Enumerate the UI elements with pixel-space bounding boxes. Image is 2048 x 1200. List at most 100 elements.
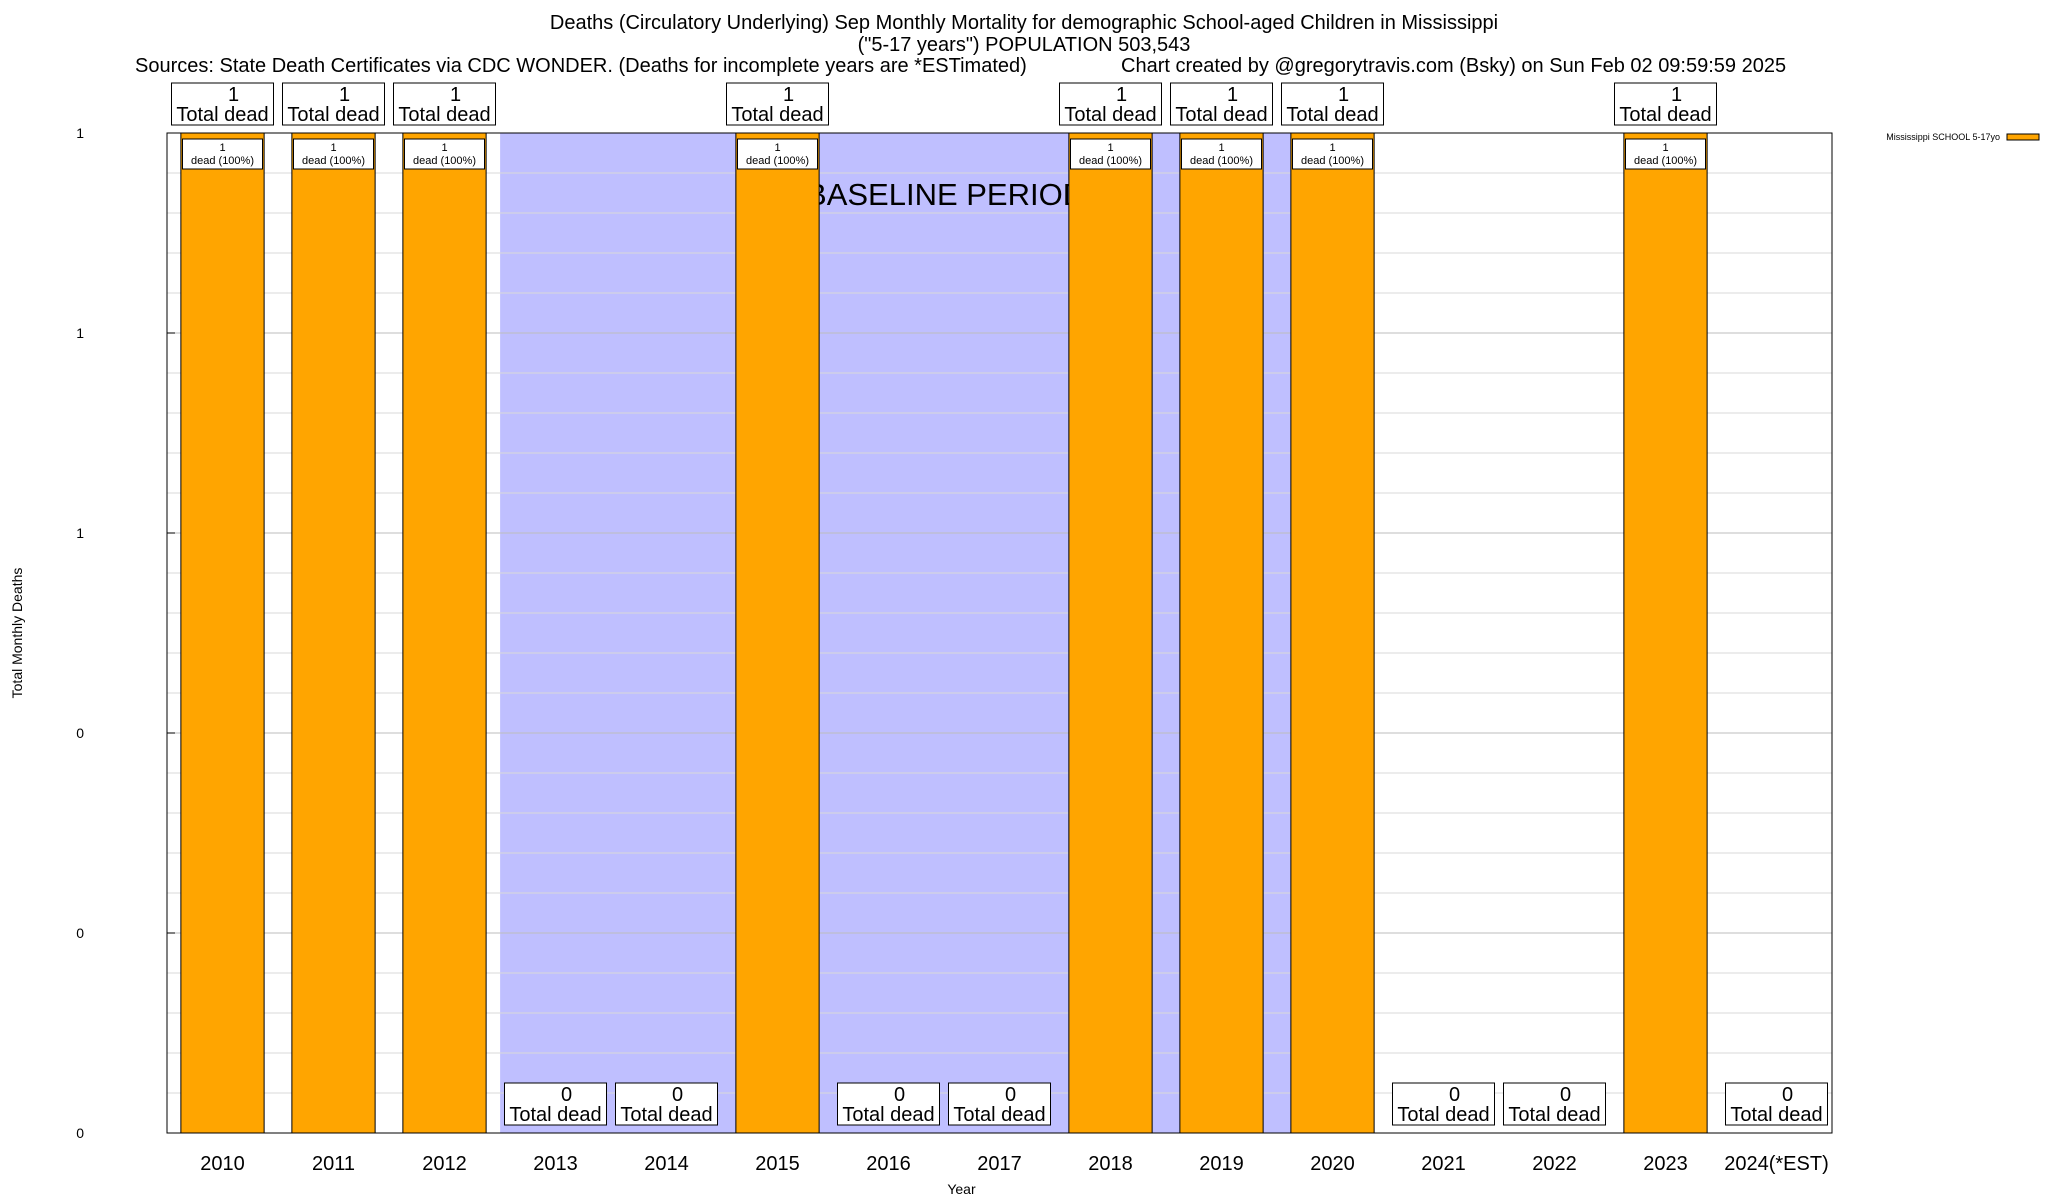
total-value: 1 — [450, 84, 461, 106]
x-tick-label: 2012 — [422, 1153, 467, 1175]
x-tick-label: 2018 — [1088, 1153, 1133, 1175]
bar-label-value: 1 — [330, 142, 336, 154]
chart-sources: Sources: State Death Certificates via CD… — [135, 55, 1027, 77]
x-tick-label: 2020 — [1310, 1153, 1355, 1175]
bar-label-box — [1181, 138, 1262, 170]
bar-label-text: dead (100%) — [746, 155, 809, 167]
total-text: Total dead — [509, 1104, 601, 1126]
total-value: 1 — [783, 84, 794, 106]
x-tick-label: 2024(*EST) — [1724, 1153, 1829, 1175]
baseline-period-shade — [500, 133, 1291, 1133]
total-text: Total dead — [731, 104, 823, 126]
bar-label-text: dead (100%) — [1301, 155, 1364, 167]
total-value: 0 — [672, 1084, 683, 1106]
total-text: Total dead — [287, 104, 379, 126]
y-tick-label: 0 — [76, 725, 84, 741]
total-box — [1170, 82, 1273, 126]
x-tick-label: 2023 — [1643, 1153, 1688, 1175]
bar-label-box — [182, 138, 263, 170]
total-text: Total dead — [1064, 104, 1156, 126]
bar-label-text: dead (100%) — [413, 155, 476, 167]
total-box — [1503, 1082, 1606, 1126]
total-box — [615, 1082, 718, 1126]
bar-label-box — [1070, 138, 1151, 170]
bar-label-box — [1625, 138, 1706, 170]
total-value: 1 — [1227, 84, 1238, 106]
bar-label-text: dead (100%) — [1079, 155, 1142, 167]
total-text: Total dead — [1508, 1104, 1600, 1126]
x-tick-label: 2013 — [533, 1153, 578, 1175]
bar-label-value: 1 — [219, 142, 225, 154]
x-tick-label: 2014 — [644, 1153, 689, 1175]
total-box — [282, 82, 385, 126]
bar-label-text: dead (100%) — [1190, 155, 1253, 167]
total-value: 0 — [894, 1084, 905, 1106]
x-axis-title: Year — [947, 1181, 976, 1197]
x-tick-label: 2015 — [755, 1153, 800, 1175]
total-box — [948, 1082, 1051, 1126]
bar-label-text: dead (100%) — [302, 155, 365, 167]
plot-border — [166, 132, 1833, 1134]
total-box — [1725, 1082, 1828, 1126]
total-value: 0 — [1560, 1084, 1571, 1106]
total-text: Total dead — [1730, 1104, 1822, 1126]
total-box — [1614, 82, 1717, 126]
bar-2012 — [402, 132, 487, 1134]
y-tick-label: 1 — [76, 125, 84, 141]
total-value: 0 — [1449, 1084, 1460, 1106]
bar-label-text: dead (100%) — [1634, 155, 1697, 167]
total-value: 1 — [1116, 84, 1127, 106]
total-text: Total dead — [398, 104, 490, 126]
total-text: Total dead — [1397, 1104, 1489, 1126]
chart-credit: Chart created by @gregorytravis.com (Bsk… — [1121, 55, 1787, 77]
total-value: 0 — [1782, 1084, 1793, 1106]
bar-label-value: 1 — [1329, 142, 1335, 154]
total-text: Total dead — [1619, 104, 1711, 126]
total-box — [1059, 82, 1162, 126]
bar-label-value: 1 — [1662, 142, 1668, 154]
bar-2020 — [1290, 132, 1375, 1134]
chart-title: Deaths (Circulatory Underlying) Sep Mont… — [549, 12, 1499, 34]
bar-label-box — [293, 138, 374, 170]
bar-label-box — [737, 138, 818, 170]
y-tick-label: 1 — [76, 525, 84, 541]
baseline-period-label: BASELINE PERIOD — [806, 177, 1085, 212]
total-box — [171, 82, 274, 126]
bar-label-value: 1 — [1107, 142, 1113, 154]
chart-subtitle: ("5-17 years") POPULATION 503,543 — [857, 34, 1191, 56]
y-tick-label: 0 — [76, 925, 84, 941]
bar-label-value: 1 — [1218, 142, 1224, 154]
bar-label-text: dead (100%) — [191, 155, 254, 167]
total-text: Total dead — [1286, 104, 1378, 126]
bar-label-box — [404, 138, 485, 170]
total-text: Total dead — [953, 1104, 1045, 1126]
x-tick-label: 2021 — [1421, 1153, 1466, 1175]
total-box — [726, 82, 829, 126]
total-value: 0 — [561, 1084, 572, 1106]
bar-2010 — [180, 132, 265, 1134]
bar-2018 — [1068, 132, 1153, 1134]
total-box — [393, 82, 496, 126]
legend-label: Mississippi SCHOOL 5-17yo — [1886, 132, 2000, 142]
x-tick-label: 2011 — [312, 1153, 355, 1175]
bar-2011 — [291, 132, 376, 1134]
x-tick-label: 2022 — [1532, 1153, 1577, 1175]
total-value: 1 — [1671, 84, 1682, 106]
bar-label-value: 1 — [774, 142, 780, 154]
x-tick-label: 2016 — [866, 1153, 911, 1175]
total-value: 1 — [228, 84, 239, 106]
y-tick-label: 0 — [76, 1125, 84, 1141]
y-tick-label: 1 — [76, 325, 84, 341]
legend-swatch — [2006, 133, 2040, 141]
bar-2023 — [1623, 132, 1708, 1134]
y-axis-title: Total Monthly Deaths — [9, 568, 25, 699]
x-tick-label: 2010 — [200, 1153, 245, 1175]
total-value: 0 — [1005, 1084, 1016, 1106]
total-value: 1 — [339, 84, 350, 106]
total-text: Total dead — [842, 1104, 934, 1126]
bar-label-box — [1292, 138, 1373, 170]
total-box — [1281, 82, 1384, 126]
total-box — [837, 1082, 940, 1126]
bar-2019 — [1179, 132, 1264, 1134]
